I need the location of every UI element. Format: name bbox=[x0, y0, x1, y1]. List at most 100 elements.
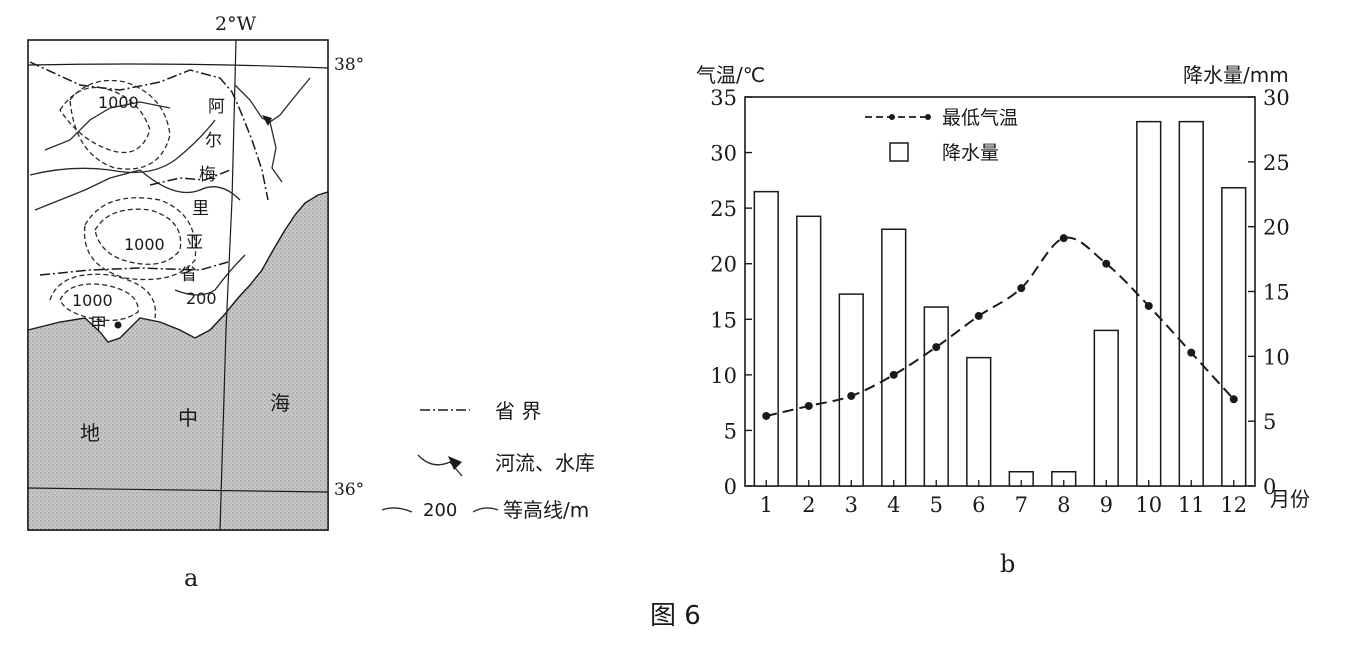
x-tick-label: 8 bbox=[1057, 493, 1070, 517]
contour-1000-north bbox=[59, 86, 151, 154]
legend-label: 河流、水库 bbox=[495, 451, 595, 475]
legend-label: 等高线/m bbox=[503, 498, 589, 522]
legend-label: 省 界 bbox=[495, 399, 541, 423]
legend-entry-precip: 降水量 bbox=[889, 142, 999, 164]
contour-south-outer bbox=[49, 273, 157, 319]
x-tick-label: 6 bbox=[972, 493, 985, 517]
lat-line-36 bbox=[27, 487, 329, 493]
x-tick-label: 2 bbox=[802, 493, 815, 517]
caption-a: a bbox=[184, 564, 198, 592]
min-temperature-point bbox=[1144, 301, 1153, 310]
legend-contour-value: 200 bbox=[423, 500, 457, 521]
y-tick-label-right: 0 bbox=[1263, 475, 1276, 499]
y-axis-left-title: 气温/℃ bbox=[696, 63, 765, 87]
lat-label-north: 38° bbox=[334, 55, 364, 75]
y-tick-label-left: 20 bbox=[710, 253, 737, 277]
legend-item-river: 河流、水库 bbox=[417, 451, 595, 477]
precipitation-bar bbox=[1178, 120, 1204, 487]
sea-char: 中 bbox=[178, 406, 198, 430]
min-temperature-curve bbox=[766, 236, 1235, 417]
y-axis-right-title: 降水量/mm bbox=[1183, 63, 1289, 87]
min-temperature-point bbox=[932, 343, 941, 352]
point-marker bbox=[114, 321, 122, 329]
min-temperature-point bbox=[847, 391, 856, 400]
contour-label: 200 bbox=[186, 289, 217, 308]
y-tick-label-left: 25 bbox=[710, 197, 737, 221]
point-label: 甲 bbox=[90, 315, 107, 335]
legend-bar-swatch bbox=[889, 142, 909, 162]
contour-line-icon bbox=[472, 507, 499, 513]
min-temperature-point bbox=[889, 370, 898, 379]
y-tick-label-left: 5 bbox=[724, 419, 737, 443]
y-tick-label-left: 10 bbox=[710, 364, 737, 388]
y-tick-label-left: 35 bbox=[710, 86, 737, 110]
contour-1000-mid bbox=[94, 208, 182, 265]
legend-label: 降水量 bbox=[942, 142, 999, 164]
y-tick-label-right: 10 bbox=[1263, 345, 1290, 369]
precipitation-bar bbox=[1093, 329, 1119, 487]
precipitation-bar bbox=[923, 306, 949, 487]
province-char: 亚 bbox=[186, 233, 203, 253]
sea-area bbox=[27, 191, 329, 531]
precipitation-bar bbox=[1221, 187, 1247, 487]
lat-label-south: 36° bbox=[334, 480, 364, 500]
province-char: 尔 bbox=[205, 131, 222, 151]
lon-line-2w bbox=[219, 39, 237, 531]
x-tick-label: 4 bbox=[887, 493, 900, 517]
precipitation-bar bbox=[881, 228, 907, 487]
contour-center bbox=[139, 169, 241, 201]
contour-1000-south bbox=[59, 283, 139, 322]
province-border-north bbox=[29, 61, 269, 201]
river-branch bbox=[269, 121, 283, 183]
x-tick-label: 5 bbox=[930, 493, 943, 517]
plot-frame bbox=[744, 96, 1256, 487]
legend-dot-swatch bbox=[925, 114, 931, 120]
river-west bbox=[44, 101, 171, 151]
province-char: 里 bbox=[192, 199, 209, 219]
y-tick-label-left: 30 bbox=[710, 142, 737, 166]
precipitation-bar bbox=[966, 356, 992, 487]
lon-label: 2°W bbox=[215, 13, 257, 35]
contour-label: 1000 bbox=[98, 93, 139, 112]
y-tick-label-left: 15 bbox=[710, 308, 737, 332]
map-panel-a: 2°W 38° 36° 阿 尔 梅 里 亚 省 1000 1000 1000 2… bbox=[27, 13, 364, 592]
contour-north-outer bbox=[69, 79, 171, 170]
y-tick-label-right: 30 bbox=[1263, 86, 1290, 110]
contour-west bbox=[29, 119, 216, 176]
chart-axes bbox=[744, 96, 1256, 487]
y-tick-label-right: 15 bbox=[1263, 281, 1290, 305]
map-legend: 省 界 河流、水库 200 等高线/m bbox=[381, 399, 595, 522]
sea-char: 海 bbox=[270, 391, 290, 415]
province-border-mid bbox=[149, 169, 231, 186]
lat-line-38 bbox=[27, 63, 329, 69]
min-temperature-point bbox=[1059, 234, 1068, 243]
chart-legend: 最低气温 降水量 bbox=[865, 107, 1018, 164]
min-temperature-point bbox=[1102, 259, 1111, 268]
min-temperature-point bbox=[974, 311, 983, 320]
x-tick-label: 12 bbox=[1220, 493, 1247, 517]
river-southwest bbox=[34, 169, 141, 211]
contour-line-icon bbox=[381, 507, 413, 513]
x-tick-label: 9 bbox=[1100, 493, 1113, 517]
x-tick-label: 7 bbox=[1015, 493, 1028, 517]
legend-item-border: 省 界 bbox=[420, 399, 541, 423]
min-temperature-point bbox=[1229, 395, 1238, 404]
contour-label: 1000 bbox=[72, 291, 113, 310]
y-tick-label-right: 20 bbox=[1263, 216, 1290, 240]
y-tick-label-right: 25 bbox=[1263, 151, 1290, 175]
x-tick-label: 1 bbox=[760, 493, 773, 517]
precipitation-bars bbox=[753, 120, 1247, 487]
contour-mid-outer bbox=[83, 197, 197, 281]
legend-label: 最低气温 bbox=[942, 107, 1018, 129]
precipitation-bar bbox=[753, 190, 779, 487]
min-temperature-point bbox=[804, 401, 813, 410]
legend-dot-swatch bbox=[889, 114, 895, 120]
x-axis-title: 月份 bbox=[1270, 487, 1310, 511]
reservoir-mark bbox=[262, 115, 272, 126]
x-tick-label: 3 bbox=[845, 493, 858, 517]
river-reservoir-icon bbox=[417, 454, 463, 477]
province-char: 阿 bbox=[208, 97, 225, 117]
